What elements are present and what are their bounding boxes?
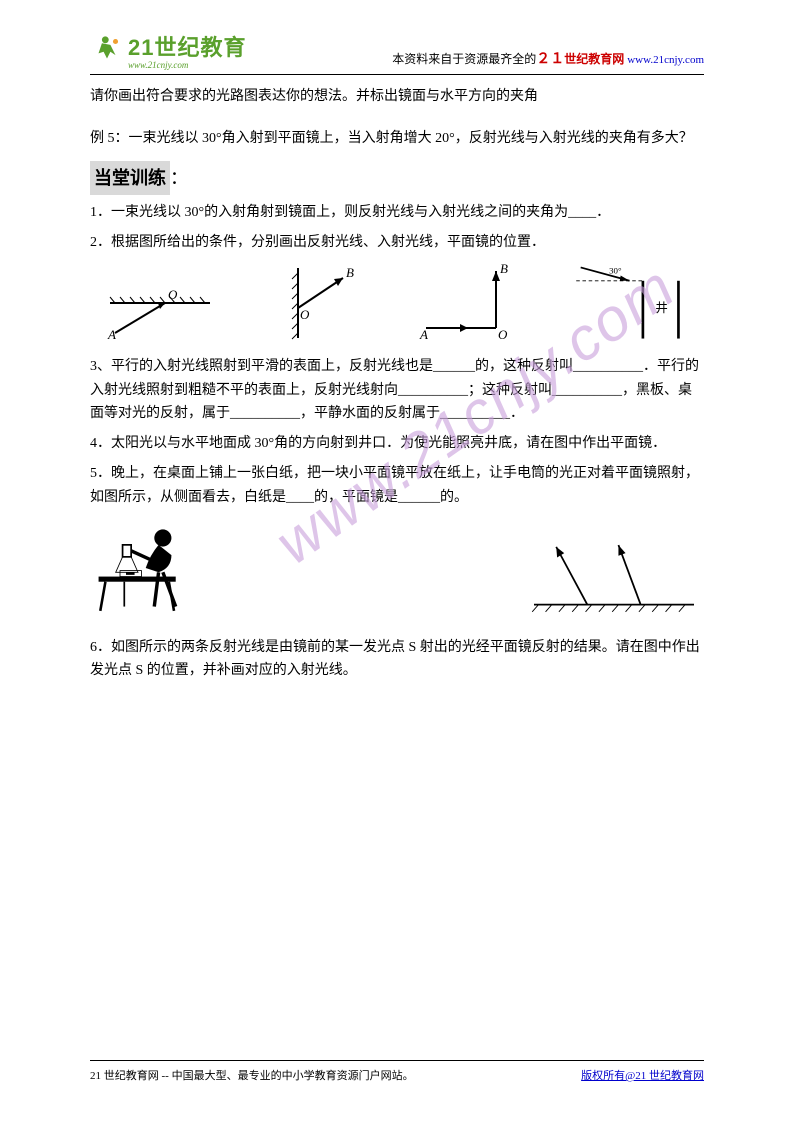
figure-reflected-rays	[524, 538, 704, 618]
header-brand-text: 世纪教育网	[564, 52, 624, 66]
d2-label-B: B	[346, 265, 354, 280]
question-4: 4．太阳光以与水平地面成 30°角的方向射到井口．为使光能照亮井底，请在图中作出…	[90, 432, 704, 456]
d3-label-B: B	[500, 263, 508, 276]
header-url[interactable]: www.21cnjy.com	[627, 54, 704, 66]
mid-figures-row	[90, 518, 704, 618]
section-colon: ：	[170, 168, 188, 188]
d4-well-label: 井	[655, 301, 667, 315]
section-title: 当堂训练	[90, 161, 170, 196]
diagram-3: B A O	[406, 263, 546, 343]
footer-left: 21 世纪教育网 -- 中国最大型、最专业的中小学教育资源门户网站。	[90, 1067, 414, 1083]
d1-label-O: O	[168, 287, 178, 302]
diagram-2: B O	[248, 263, 388, 343]
logo-block: 21世纪教育 www.21cnjy.com	[90, 30, 246, 70]
d3-label-A: A	[419, 327, 428, 342]
example-5: 例 5：一束光线以 30°角入射到平面镜上，当入射角增大 20°，反射光线与入射…	[90, 127, 704, 151]
page-header: 21世纪教育 www.21cnjy.com 本资料来自于资源最齐全的２１世纪教育…	[90, 30, 704, 75]
question-5: 5．晚上，在桌面上铺上一张白纸，把一块小平面镜平放在纸上，让手电筒的光正对着平面…	[90, 462, 704, 510]
question-3: 3、平行的入射光线照射到平滑的表面上，反射光线也是______的，这种反射叫__…	[90, 355, 704, 426]
question-6: 6．如图所示的两条反射光线是由镜前的某一发光点 S 射出的光经平面镜反射的结果。…	[90, 636, 704, 684]
section-row: 当堂训练：	[90, 161, 704, 196]
header-right: 本资料来自于资源最齐全的２１世纪教育网 www.21cnjy.com	[246, 48, 704, 70]
figure-flashlight	[90, 518, 210, 618]
header-prefix: 本资料来自于资源最齐全的	[392, 52, 536, 66]
logo-main-text: 21世纪教育	[128, 30, 246, 62]
para-intro: 请你画出符合要求的光路图表达你的想法。并标出镜面与水平方向的夹角	[90, 85, 704, 109]
logo-text-block: 21世纪教育 www.21cnjy.com	[128, 30, 246, 70]
diagram-1: O A	[90, 263, 230, 343]
logo-icon	[90, 33, 124, 67]
content-area: 请你画出符合要求的光路图表达你的想法。并标出镜面与水平方向的夹角 例 5：一束光…	[90, 85, 704, 683]
d2-label-O: O	[300, 307, 310, 322]
page-footer: 21 世纪教育网 -- 中国最大型、最专业的中小学教育资源门户网站。 版权所有@…	[90, 1060, 704, 1083]
diagrams-row: O A B O B A O 30°	[90, 263, 704, 343]
diagram-4: 30° 井	[564, 263, 704, 343]
question-1: 1．一束光线以 30°的入射角射到镜面上，则反射光线与入射光线之间的夹角为___…	[90, 201, 704, 225]
d4-angle: 30°	[609, 265, 622, 275]
header-brand-num: ２１	[536, 52, 564, 67]
footer-right-link[interactable]: 版权所有@21 世纪教育网	[581, 1067, 704, 1083]
d3-label-O: O	[498, 327, 508, 342]
question-2: 2．根据图所给出的条件，分别画出反射光线、入射光线，平面镜的位置．	[90, 231, 704, 255]
d1-label-A: A	[107, 327, 116, 342]
